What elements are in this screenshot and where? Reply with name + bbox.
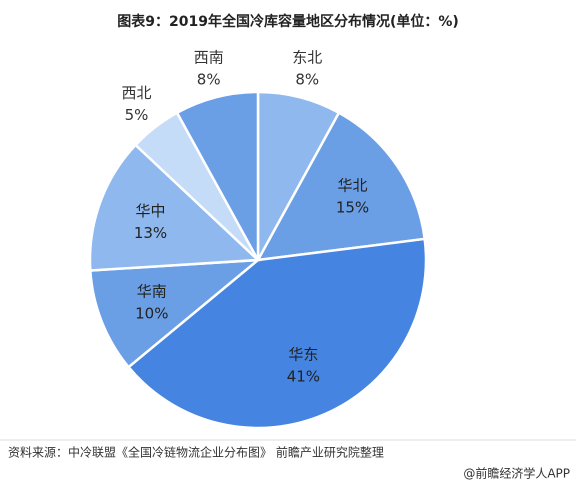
value-label: 15% [336, 198, 369, 216]
value-label: 13% [134, 224, 167, 242]
pie-slice [88, 143, 261, 272]
slice-label: 西北 [121, 84, 151, 102]
pie-slice [175, 90, 260, 261]
slice-label: 华南 [137, 283, 167, 301]
pie-slice [255, 111, 427, 262]
value-label: 5% [125, 106, 149, 124]
slice-label: 西南 [194, 48, 224, 66]
slice-label: 华中 [136, 202, 166, 220]
slice-label: 华北 [337, 176, 367, 194]
value-label: 10% [135, 305, 168, 323]
value-label: 41% [287, 367, 320, 385]
pie-slice [126, 237, 428, 430]
chart-title: 图表9：2019年全国冷库容量地区分布情况(单位：%) [117, 13, 459, 30]
slice-label: 华东 [288, 345, 318, 363]
source-note: 资料来源：中冷联盟《全国冷链物流企业分布图》 前瞻产业研究院整理 [8, 445, 384, 460]
slice-label: 东北 [292, 48, 322, 66]
pie-slice [89, 258, 262, 369]
credit: @前瞻经济学人APP [463, 466, 570, 481]
value-label: 8% [295, 70, 319, 88]
value-label: 8% [197, 70, 221, 88]
